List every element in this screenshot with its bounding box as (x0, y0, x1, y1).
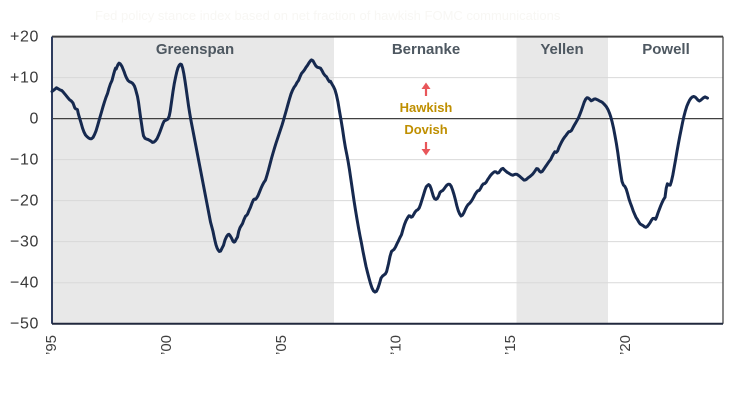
svg-text:Powell: Powell (642, 41, 690, 58)
svg-text:−10: −10 (10, 152, 39, 169)
svg-text:’00: ’00 (158, 335, 175, 355)
svg-text:0: 0 (30, 111, 40, 128)
svg-text:−20: −20 (10, 193, 39, 210)
svg-text:’10: ’10 (388, 335, 405, 355)
svg-text:’20: ’20 (617, 335, 634, 355)
svg-text:Greenspan: Greenspan (156, 41, 234, 58)
svg-text:+20: +20 (10, 29, 39, 46)
svg-text:+10: +10 (10, 70, 39, 87)
svg-text:’95: ’95 (43, 335, 60, 355)
svg-text:Bernanke: Bernanke (392, 41, 460, 58)
svg-text:Dovish: Dovish (404, 122, 447, 137)
svg-text:−50: −50 (10, 316, 39, 333)
svg-text:Yellen: Yellen (540, 41, 583, 58)
svg-text:Hawkish: Hawkish (400, 100, 453, 115)
svg-text:−30: −30 (10, 234, 39, 251)
svg-text:Fed policy stance index based: Fed policy stance index based on net fra… (95, 8, 561, 23)
svg-text:−40: −40 (10, 275, 39, 292)
svg-text:’15: ’15 (502, 335, 519, 355)
svg-text:’05: ’05 (273, 335, 290, 355)
